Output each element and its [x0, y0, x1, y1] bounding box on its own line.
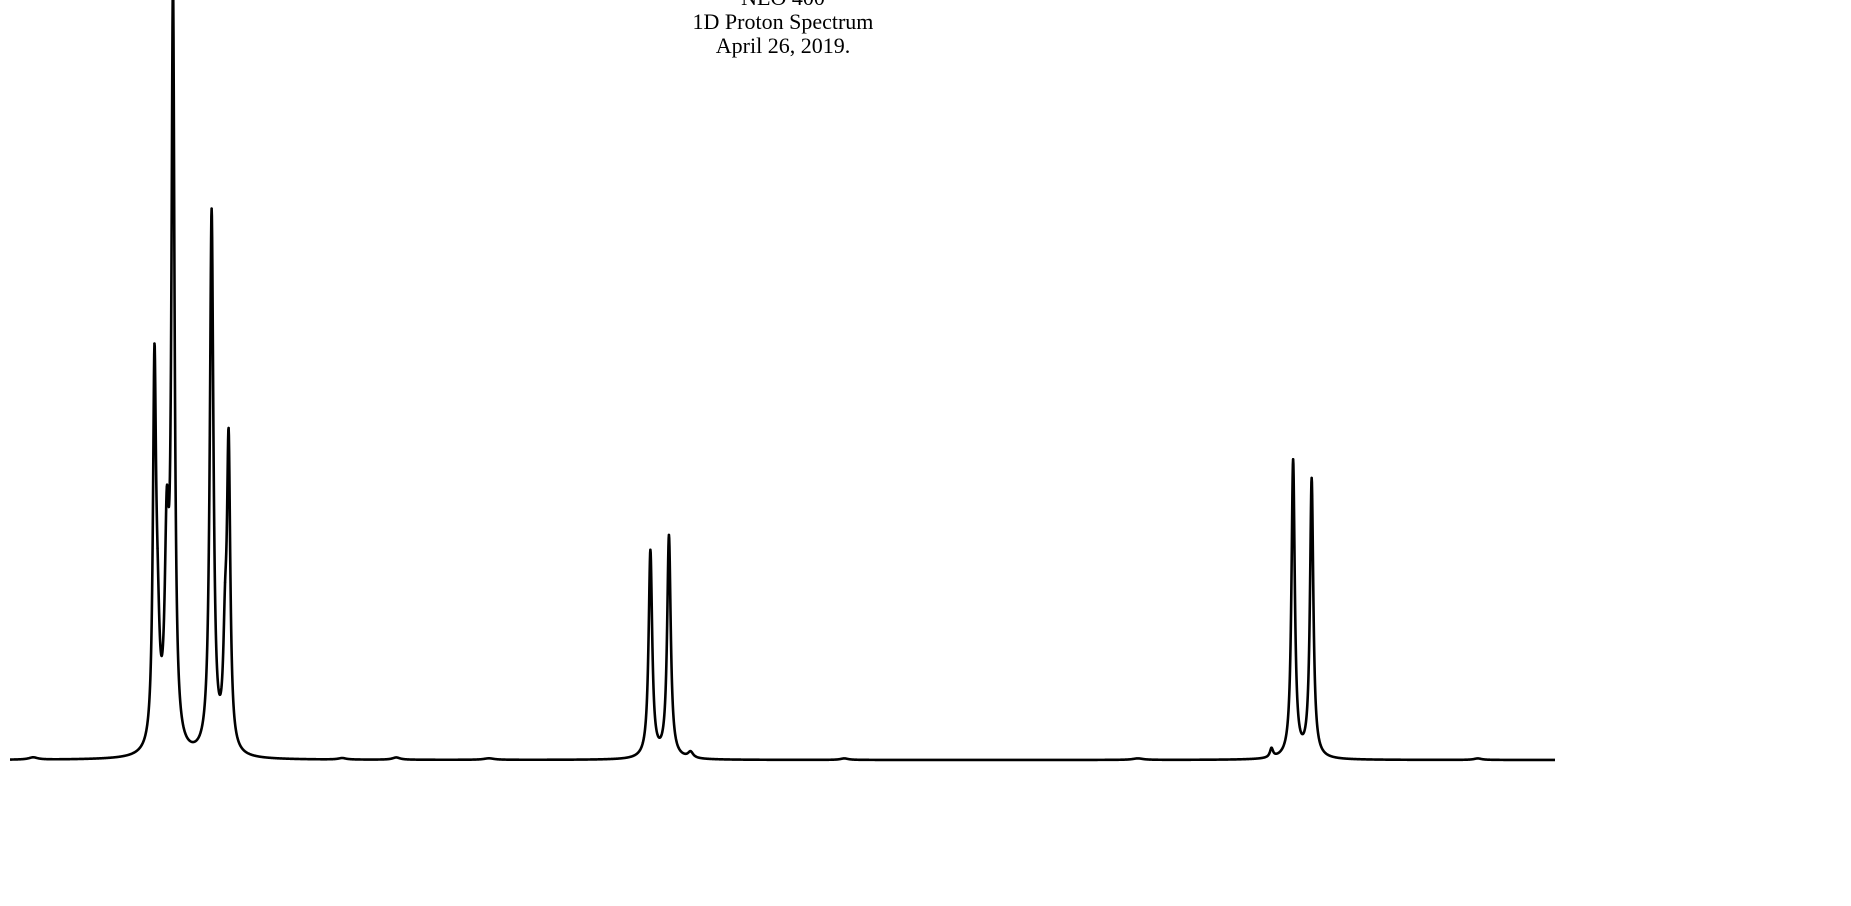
peak-11	[1270, 746, 1273, 749]
peak-13	[1310, 476, 1313, 480]
peak-group	[153, 207, 1313, 753]
peak-1	[153, 342, 156, 345]
peak-3	[165, 485, 169, 489]
peak-6	[227, 426, 230, 430]
title-line-experiment: 1D Proton Spectrum	[692, 9, 874, 34]
spectrum-trace	[8, 0, 1557, 762]
peak-12	[1291, 458, 1295, 461]
peak-5	[210, 207, 213, 210]
peak-9	[667, 533, 671, 537]
chart-title: NEO 400 1D Proton Spectrum April 26, 201…	[0, 0, 1566, 58]
title-line-date: April 26, 2019.	[715, 33, 851, 58]
title-line-instrument: NEO 400	[0, 0, 1566, 10]
peak-10	[689, 749, 692, 753]
peak-2	[156, 546, 159, 550]
peak-8	[649, 548, 652, 552]
peak-7	[223, 581, 227, 584]
